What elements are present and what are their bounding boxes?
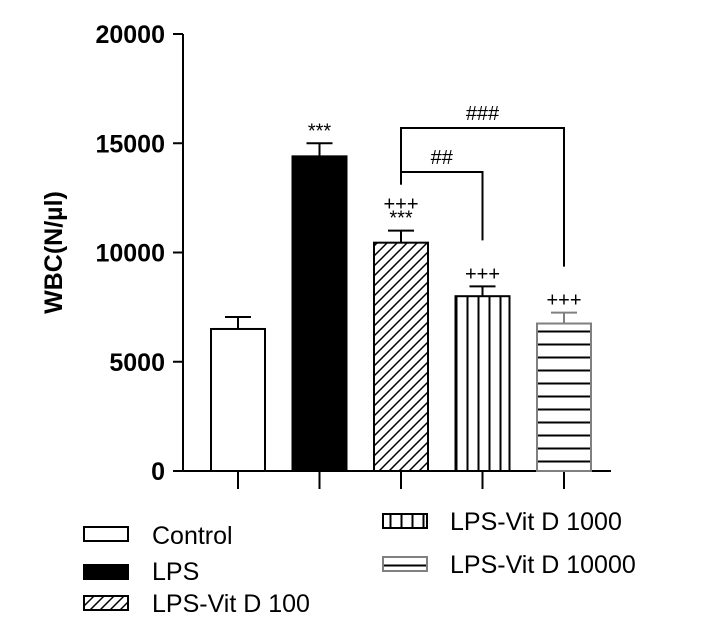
y-tick-label: 0: [151, 458, 165, 486]
legend-swatch: [382, 556, 428, 572]
legend-label: LPS-Vit D 100: [152, 590, 310, 618]
significance-label: +++: [383, 194, 418, 216]
legend-swatch: [83, 526, 129, 542]
bar-control: [210, 327, 266, 472]
legend-swatch: [83, 564, 129, 580]
legend-label: Control: [152, 522, 233, 550]
y-tick-label: 15000: [95, 130, 165, 158]
bar-lps-vit-d-1000: [454, 295, 511, 473]
legend-label: LPS-Vit D 1000: [450, 508, 622, 536]
y-tick-label: 10000: [95, 240, 165, 268]
legend-label: LPS-Vit D 10000: [450, 551, 636, 579]
bar-lps: [291, 155, 348, 473]
bars: [210, 142, 592, 473]
y-tick-label: 20000: [95, 21, 165, 49]
significance-label: +++: [465, 263, 500, 285]
axes: 0 5000 10000 15000 20000 WBC(N/µl): [40, 21, 611, 489]
legend-swatch: [382, 513, 428, 529]
y-tick-label: 5000: [109, 349, 165, 377]
legend: Control LPS LPS-Vit D 100 LPS-Vit D 1000 LPS…: [83, 508, 636, 618]
significance-annotations: ***+++***++++++#####: [308, 103, 582, 312]
significance-label: +++: [546, 290, 581, 312]
legend-swatch: [83, 595, 129, 611]
bar-lps-vit-d-10000: [536, 322, 592, 473]
bar-lps-vit-d-100: [373, 241, 429, 472]
bracket-label: ##: [431, 147, 454, 169]
comparison-bracket: [400, 127, 565, 267]
y-axis-title: WBC(N/µl): [40, 191, 68, 314]
significance-label: ***: [389, 208, 413, 230]
legend-label: LPS: [152, 558, 199, 586]
significance-label: ***: [308, 120, 332, 142]
bracket-label: ###: [466, 103, 500, 125]
